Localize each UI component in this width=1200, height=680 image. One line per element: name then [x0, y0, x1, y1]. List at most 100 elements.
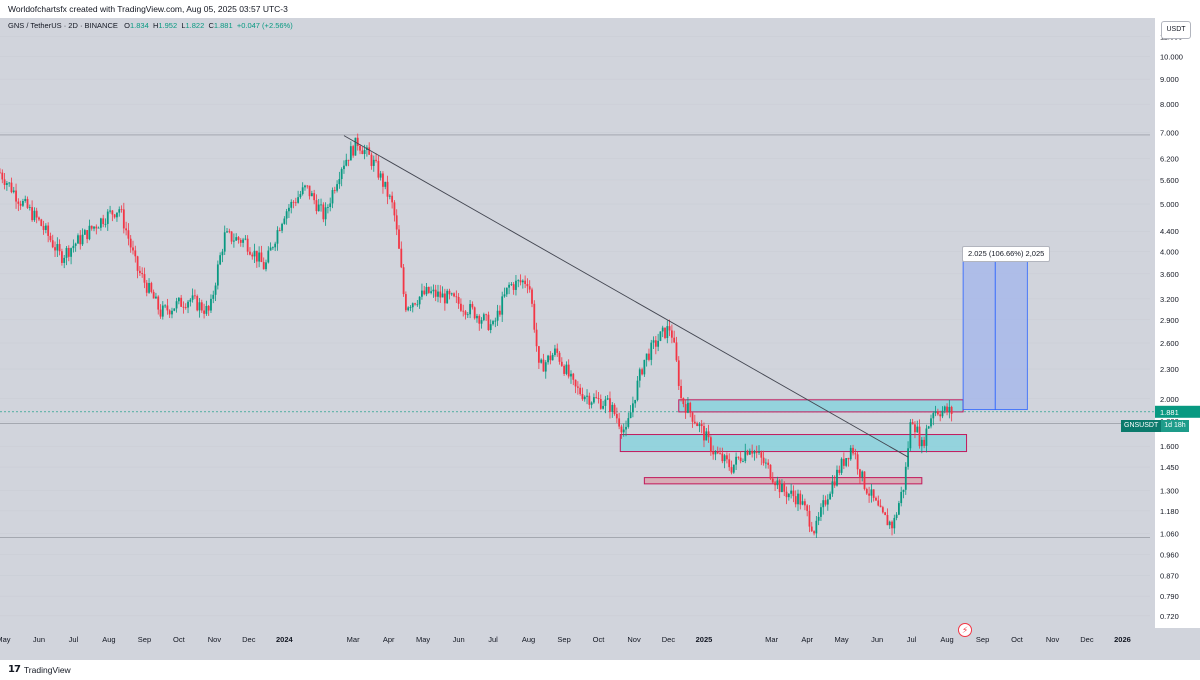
candle-body: [648, 353, 650, 360]
candle-body: [524, 280, 527, 285]
candle-body: [441, 293, 444, 298]
candle-body: [934, 411, 937, 414]
candle-body: [464, 311, 467, 315]
symbol-info: GNS / TetherUS · 2D · BINANCE O1.834 H1.…: [8, 19, 293, 33]
candle-body: [842, 458, 845, 466]
candle-body: [345, 159, 348, 166]
candle-body: [237, 237, 240, 240]
candle-body: [439, 291, 442, 298]
candle-body: [469, 304, 471, 315]
candle-body: [739, 457, 742, 462]
candle-body: [687, 402, 689, 413]
candle-body: [239, 239, 242, 243]
candle-body: [42, 225, 45, 230]
candle-body: [636, 380, 639, 400]
candle-body: [382, 173, 384, 187]
candle-body: [65, 247, 68, 258]
time-tick-label: Nov: [627, 635, 641, 644]
candle-body: [44, 225, 47, 230]
candle-body: [820, 507, 822, 517]
candle-body: [893, 517, 896, 529]
candle-body: [620, 426, 623, 433]
candle-body: [859, 469, 861, 478]
candle-body: [26, 198, 29, 208]
price-tick-label: 0.790: [1160, 592, 1179, 601]
candle-body: [767, 462, 770, 465]
candle-body: [437, 291, 439, 297]
time-tick-label: Jul: [907, 635, 917, 644]
candle-body: [83, 230, 86, 235]
chart-area[interactable]: 11.00010.0009.0008.0007.0006.2005.6005.0…: [0, 18, 1200, 660]
candle-body: [17, 201, 20, 204]
candle-body: [581, 394, 584, 400]
candle-body: [150, 283, 153, 292]
candle-body: [356, 137, 359, 146]
candle-body: [262, 261, 265, 270]
candle-body: [288, 207, 290, 212]
candle-body: [255, 250, 258, 262]
candle-body: [941, 410, 944, 417]
candle-body: [33, 210, 36, 221]
candle-body: [395, 215, 398, 230]
candle-body: [113, 214, 116, 218]
candle-body: [847, 458, 850, 460]
lightning-alert-icon[interactable]: ⚡︎: [958, 623, 972, 637]
candle-body: [870, 489, 873, 496]
currency-button[interactable]: USDT: [1161, 21, 1191, 39]
candle-body: [411, 303, 414, 308]
high-label: H: [152, 21, 159, 30]
price-axis: 11.00010.0009.0008.0007.0006.2005.6005.0…: [1155, 18, 1200, 660]
candle-body: [785, 491, 788, 498]
candle-body: [86, 230, 89, 240]
candle-body: [675, 342, 678, 361]
candle-body: [99, 218, 102, 228]
candle-body: [565, 364, 568, 374]
candle-body: [948, 406, 951, 413]
time-tick-label: 2026: [1114, 635, 1131, 644]
candle-body: [480, 320, 483, 324]
candle-body: [707, 431, 710, 438]
tradingview-logo[interactable]: 17 TradingView: [8, 664, 71, 675]
candle-body: [95, 226, 98, 229]
candle-body: [221, 251, 224, 256]
candle-body: [776, 480, 779, 486]
candle-body: [10, 182, 13, 193]
candle-body: [294, 202, 297, 204]
candle-body: [499, 310, 501, 315]
candle-body: [56, 244, 59, 251]
candle-body: [384, 181, 387, 187]
candle-body: [466, 314, 469, 316]
candle-body: [38, 217, 40, 220]
price-chart[interactable]: 11.00010.0009.0008.0007.0006.2005.6005.0…: [0, 18, 1200, 660]
candle-body: [212, 294, 215, 299]
candle-body: [72, 245, 75, 249]
candle-body: [471, 304, 474, 308]
time-tick-label: Jun: [453, 635, 465, 644]
candle-body: [51, 240, 54, 248]
price-tick-label: 5.000: [1160, 200, 1179, 209]
candle-body: [904, 466, 907, 490]
candle-body: [496, 310, 499, 321]
candle-body: [432, 289, 435, 292]
candle-body: [118, 209, 121, 213]
candle-body: [758, 452, 760, 454]
candle-body: [414, 303, 416, 305]
candle-body: [691, 412, 694, 422]
candle-body: [230, 231, 233, 242]
candle-body: [425, 286, 428, 295]
candle-body: [923, 439, 926, 446]
time-tick-label: Dec: [662, 635, 676, 644]
candle-body: [826, 499, 829, 505]
candle-body: [297, 197, 300, 203]
candle-body: [67, 247, 70, 257]
candle-body: [778, 480, 781, 493]
candle-body: [120, 209, 123, 211]
candle-body: [476, 315, 478, 319]
candle-body: [28, 207, 31, 208]
candle-body: [283, 218, 286, 224]
candle-body: [705, 431, 708, 441]
candle-body: [177, 297, 180, 302]
last-price-axis-badge: [1155, 405, 1200, 418]
candle-body: [324, 207, 327, 220]
candle-body: [402, 267, 405, 295]
